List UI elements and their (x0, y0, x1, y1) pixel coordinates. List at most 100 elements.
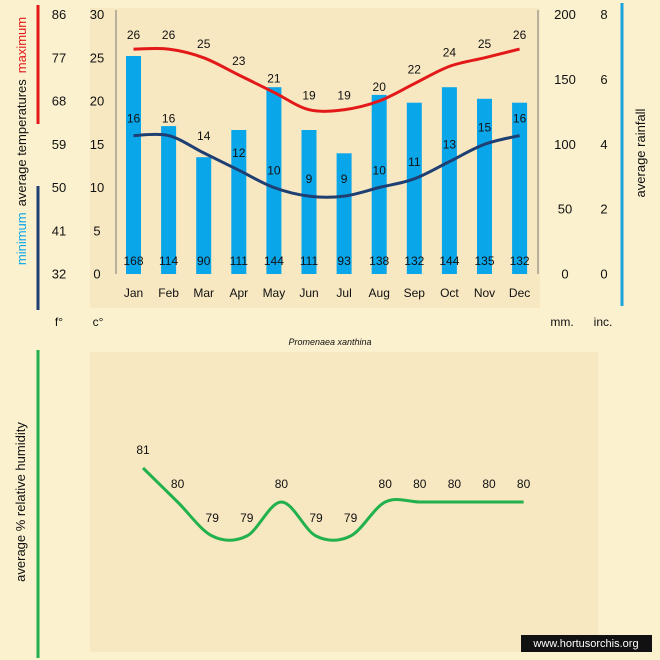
month-label-dec: Dec (509, 286, 530, 300)
chart-title: Promenaea xanthina (288, 337, 371, 347)
humidity-chart: 81 80 79 79 80 79 79 80 80 80 80 80 average % relati… (13, 422, 531, 582)
rainfall-bar-may (266, 87, 282, 274)
month-label-aug: Aug (369, 286, 390, 300)
month-label-sep: Sep (404, 286, 426, 300)
unit-mm: mm. (550, 315, 573, 329)
month-label-jan: Jan (124, 286, 143, 300)
min-temperature-line (133, 132, 520, 199)
max-temp-label-jul: 19 (337, 89, 351, 103)
unit-fahrenheit: f° (55, 315, 63, 329)
rainfall-label-oct: 144 (439, 254, 459, 268)
title-minimum: minimum (14, 212, 29, 265)
humidity-label-jan: 81 (136, 443, 150, 457)
temperature-lines (133, 46, 520, 199)
inch-tick-label: 4 (600, 137, 607, 152)
mm-tick-label: 200 (554, 7, 576, 22)
max-temp-label-apr: 23 (232, 54, 246, 68)
min-temp-label-jun: 9 (306, 172, 313, 186)
mm-tick-label: 50 (558, 202, 572, 217)
inch-tick-label: 2 (600, 202, 607, 217)
humidity-axis-title: average % relative humidity (13, 422, 28, 582)
month-label-jun: Jun (299, 286, 318, 300)
inch-tick-label: 0 (600, 267, 607, 282)
max-temp-label-jan: 26 (127, 28, 141, 42)
rainfall-bar-aug (371, 94, 387, 275)
inch-tick-label: 8 (600, 7, 607, 22)
rainfall-bar-sep (406, 102, 422, 274)
humidity-label-oct: 80 (448, 477, 462, 491)
max-temp-label-mar: 25 (197, 37, 211, 51)
rainfall-bar-oct (441, 87, 457, 274)
mm-tick-label: 150 (554, 72, 576, 87)
c-tick-label: 10 (90, 180, 104, 195)
mm-tick-label: 0 (561, 267, 568, 282)
min-temp-label-feb: 16 (162, 112, 176, 126)
min-temp-label-may: 10 (267, 164, 281, 178)
month-label-mar: Mar (193, 286, 214, 300)
humidity-line (141, 466, 524, 542)
humidity-label-mar: 79 (206, 511, 220, 525)
rainfall-bar-jun (301, 130, 317, 274)
f-tick-label: 50 (52, 180, 66, 195)
min-temp-label-jul: 9 (341, 172, 348, 186)
max-temp-label-feb: 26 (162, 28, 176, 42)
source-credit: www.hortusorchis.org (532, 638, 638, 650)
rainfall-label-dec: 132 (510, 254, 530, 268)
rainfall-label-jul: 93 (337, 254, 351, 268)
rainfall-bar-dec (512, 102, 528, 274)
rainfall-bars (126, 56, 528, 275)
max-temp-label-sep: 22 (408, 63, 422, 77)
rainfall-bar-jan (126, 56, 141, 274)
rainfall-label-mar: 90 (197, 254, 211, 268)
month-label-apr: Apr (229, 286, 248, 300)
min-temp-label-apr: 12 (232, 146, 246, 160)
month-label-may: May (263, 286, 286, 300)
c-tick-label: 25 (90, 50, 104, 65)
rainfall-label-jun: 111 (300, 254, 319, 268)
max-temp-label-jun: 19 (302, 89, 316, 103)
rainfall-label-feb: 114 (159, 254, 178, 268)
min-temp-label-nov: 15 (478, 120, 492, 134)
min-temp-label-sep: 11 (408, 155, 421, 169)
min-temp-label-mar: 14 (197, 129, 211, 143)
f-tick-label: 68 (52, 94, 66, 109)
rainfall-label-aug: 138 (369, 254, 389, 268)
humidity-label-apr: 79 (240, 511, 254, 525)
humidity-label-sep: 80 (413, 477, 427, 491)
source-credit-box (521, 635, 652, 652)
month-label-nov: Nov (474, 286, 495, 300)
c-tick-label: 30 (90, 7, 104, 22)
rainfall-label-apr: 111 (230, 254, 249, 268)
rainfall-axis-title: average rainfall (633, 108, 648, 197)
humidity-label-dec: 80 (517, 477, 531, 491)
mm-tick-label: 100 (554, 137, 576, 152)
rainfall-label-jan: 168 (123, 254, 143, 268)
f-tick-label: 59 (52, 137, 66, 152)
rainfall-label-nov: 135 (474, 254, 494, 268)
max-temp-label-may: 21 (267, 71, 281, 85)
humidity-label-nov: 80 (482, 477, 496, 491)
month-label-oct: Oct (440, 286, 459, 300)
temperature-axis-title: minimum average temperatures maximum (14, 17, 29, 265)
c-tick-label: 0 (93, 267, 100, 282)
value-labels: 26 26 25 23 21 19 19 20 22 24 25 26 16 16 14 12 10 9 9 10 11… (123, 28, 529, 268)
title-average-temperatures: average temperatures (14, 79, 29, 207)
rainfall-label-sep: 132 (404, 254, 424, 268)
unit-celsius: c° (93, 315, 104, 329)
rainfall-bar-apr (231, 130, 247, 274)
f-tick-label: 86 (52, 7, 66, 22)
humidity-label-jul: 79 (344, 511, 358, 525)
month-label-jul: Jul (336, 286, 351, 300)
unit-inches: inc. (594, 315, 613, 329)
humidity-label-may: 80 (275, 477, 289, 491)
f-tick-label: 41 (52, 223, 66, 238)
month-label-feb: Feb (158, 286, 179, 300)
max-temp-label-nov: 25 (478, 37, 492, 51)
min-temp-label-jan: 16 (127, 112, 141, 126)
axes: 32 0 41 5 50 10 59 15 68 20 77 25 86 30 0 0 50 2 100 4 150 6 2… (14, 3, 648, 658)
rainfall-bar-jul (336, 153, 352, 274)
max-temperature-line (133, 46, 520, 113)
title-maximum: maximum (14, 17, 29, 73)
humidity-label-jun: 79 (309, 511, 323, 525)
